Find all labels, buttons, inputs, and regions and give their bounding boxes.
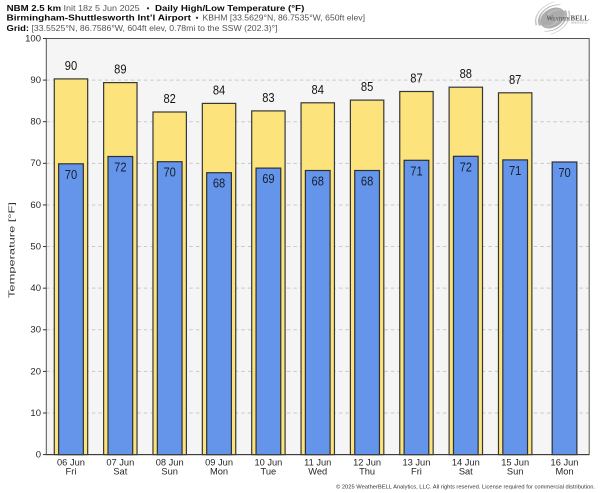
svg-text:14 Jun: 14 Jun (452, 457, 480, 467)
svg-text:09 Jun: 09 Jun (205, 457, 233, 467)
svg-text:69: 69 (262, 171, 274, 186)
svg-text:60: 60 (30, 200, 41, 211)
svg-text:88: 88 (460, 66, 472, 81)
svg-text:BELL: BELL (571, 14, 589, 23)
svg-text:84: 84 (213, 82, 225, 97)
svg-text:•: • (147, 4, 150, 13)
svg-text:15 Jun: 15 Jun (501, 457, 529, 467)
svg-text:© 2025 WeatherBELL Analytics,: © 2025 WeatherBELL Analytics, LLC. All r… (336, 484, 595, 491)
svg-text:Mon: Mon (210, 467, 228, 477)
svg-text:71: 71 (410, 163, 422, 178)
svg-text:30: 30 (30, 325, 41, 336)
svg-text:07 Jun: 07 Jun (106, 457, 134, 467)
svg-text:84: 84 (312, 82, 324, 97)
svg-text:•: • (196, 14, 199, 23)
svg-text:Tue: Tue (261, 467, 277, 477)
svg-text:Birmingham-Shuttlesworth Int’l: Birmingham-Shuttlesworth Int’l Airport (7, 14, 192, 23)
svg-text:10 Jun: 10 Jun (254, 457, 282, 467)
svg-text:Sun: Sun (507, 467, 524, 477)
svg-text:20: 20 (30, 366, 41, 377)
svg-text:70: 70 (30, 158, 41, 169)
svg-text:0: 0 (36, 450, 41, 461)
svg-text:50: 50 (30, 241, 41, 252)
svg-text:06 Jun: 06 Jun (57, 457, 85, 467)
svg-text:Init 18z 5 Jun 2025: Init 18z 5 Jun 2025 (64, 4, 141, 13)
svg-text:89: 89 (114, 62, 126, 77)
svg-text:40: 40 (30, 283, 41, 294)
svg-text:ANALYTICS LLC: ANALYTICS LLC (571, 21, 588, 24)
svg-text:90: 90 (65, 58, 77, 73)
svg-text:87: 87 (509, 72, 521, 87)
svg-text:12 Jun: 12 Jun (353, 457, 381, 467)
svg-text:Mon: Mon (555, 467, 573, 477)
svg-text:16 Jun: 16 Jun (551, 457, 579, 467)
svg-text:Temperature [°F]: Temperature [°F] (8, 202, 17, 298)
svg-text:100: 100 (25, 33, 41, 44)
svg-text:72: 72 (114, 160, 126, 175)
svg-text:68: 68 (312, 174, 324, 189)
svg-text:68: 68 (361, 174, 373, 189)
svg-text:87: 87 (410, 71, 422, 86)
svg-text:Fri: Fri (411, 467, 422, 477)
svg-text:Sat: Sat (113, 467, 127, 477)
svg-text:[33.5525°N, 86.7586°W, 604ft e: [33.5525°N, 86.7586°W, 604ft elev, 0.78m… (32, 24, 278, 33)
svg-text:NBM 2.5 km: NBM 2.5 km (7, 4, 62, 13)
svg-text:EATHER: EATHER (552, 18, 570, 23)
svg-text:70: 70 (65, 167, 77, 182)
svg-text:08 Jun: 08 Jun (156, 457, 184, 467)
svg-text:Daily High/Low Temperature (°F: Daily High/Low Temperature (°F) (155, 4, 305, 13)
svg-text:10: 10 (30, 408, 41, 419)
svg-text:83: 83 (262, 90, 274, 105)
svg-text:90: 90 (30, 75, 41, 86)
svg-text:11 Jun: 11 Jun (304, 457, 331, 467)
svg-text:70: 70 (558, 165, 570, 180)
svg-text:W: W (546, 16, 553, 23)
svg-text:70: 70 (163, 165, 175, 180)
svg-text:Grid:: Grid: (7, 24, 30, 33)
svg-text:71: 71 (509, 163, 521, 178)
svg-text:Wed: Wed (308, 467, 327, 477)
svg-text:Sun: Sun (161, 467, 178, 477)
svg-text:80: 80 (30, 117, 41, 128)
svg-text:KBHM [33.5629°N, 86.7535°W, 65: KBHM [33.5629°N, 86.7535°W, 650ft elev] (203, 14, 366, 23)
svg-text:13 Jun: 13 Jun (402, 457, 430, 467)
svg-text:68: 68 (213, 176, 225, 191)
svg-text:Sat: Sat (459, 467, 473, 477)
svg-text:85: 85 (361, 79, 373, 94)
svg-text:82: 82 (163, 91, 175, 106)
svg-text:Fri: Fri (66, 467, 77, 477)
svg-text:Thu: Thu (359, 467, 375, 477)
svg-text:72: 72 (460, 159, 472, 174)
